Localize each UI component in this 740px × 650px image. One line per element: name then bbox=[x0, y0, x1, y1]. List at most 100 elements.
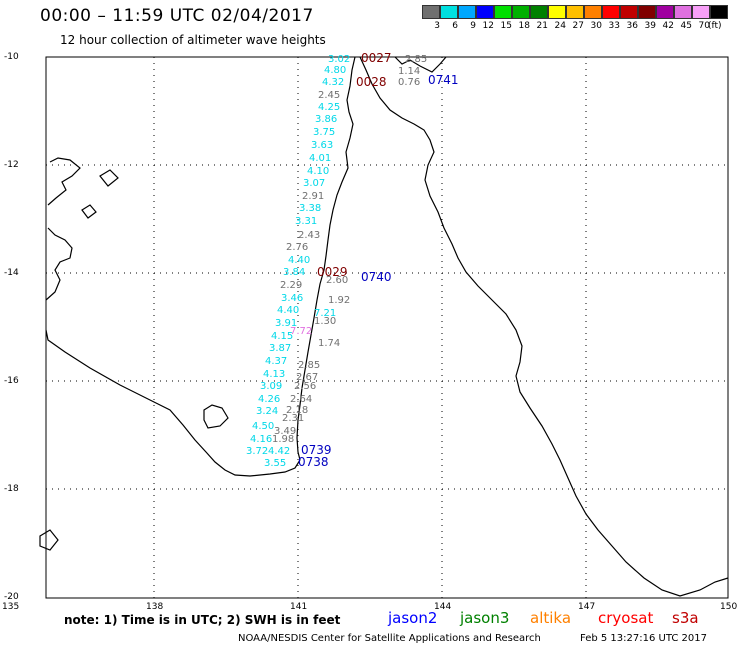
color-scale-label: 3 bbox=[434, 21, 440, 31]
wave-height-label: 1.74 bbox=[318, 338, 340, 349]
color-scale-label: 70 bbox=[698, 21, 710, 31]
color-scale-swatch bbox=[674, 5, 692, 19]
color-scale-swatch bbox=[530, 5, 548, 19]
wave-height-label: 4.80 bbox=[324, 65, 346, 76]
color-scale-swatch bbox=[422, 5, 440, 19]
wave-height-label: 4.01 bbox=[309, 153, 331, 164]
color-scale-swatch bbox=[458, 5, 476, 19]
wave-height-label: 2.18 bbox=[286, 405, 308, 416]
color-scale-unit: (ft) bbox=[708, 21, 722, 31]
wave-height-label: 4.37 bbox=[265, 356, 287, 367]
lat-label: -14 bbox=[4, 268, 19, 278]
color-scale-label: 15 bbox=[500, 21, 512, 31]
legend-s3a: s3a bbox=[672, 609, 699, 627]
wave-height-label: 2.85 bbox=[405, 54, 427, 65]
color-scale-swatch bbox=[548, 5, 566, 19]
color-scale-label: 12 bbox=[482, 21, 494, 31]
color-scale-label: 21 bbox=[536, 21, 548, 31]
color-scale-label: 6 bbox=[452, 21, 458, 31]
wave-height-label: 3.02 bbox=[328, 54, 350, 65]
wave-height-label: 3.46 bbox=[281, 293, 303, 304]
wave-height-label: 2.43 bbox=[298, 230, 320, 241]
wave-height-label: 2.85 bbox=[298, 360, 320, 371]
wave-height-label: 2.29 bbox=[280, 280, 302, 291]
color-scale-swatch bbox=[566, 5, 584, 19]
color-scale-swatch bbox=[710, 5, 728, 19]
track-id-label: 0028 bbox=[356, 75, 387, 89]
color-scale-swatch bbox=[584, 5, 602, 19]
wave-height-label: 4.16 bbox=[250, 434, 272, 445]
wave-height-label: 4.13 bbox=[263, 369, 285, 380]
footer-timestamp: Feb 5 13:27:16 UTC 2017 bbox=[580, 633, 707, 644]
wave-height-label: 3.75 bbox=[313, 127, 335, 138]
color-scale-label: 45 bbox=[680, 21, 692, 31]
track-id-label: 0739 bbox=[301, 443, 332, 457]
wave-height-label: 3.38 bbox=[299, 203, 321, 214]
lat-label: -10 bbox=[4, 52, 19, 62]
legend-jason2: jason2 bbox=[388, 609, 438, 627]
wave-height-label: 4.32 bbox=[322, 77, 344, 88]
lon-label: 150 bbox=[720, 602, 738, 612]
legend-altika: altika bbox=[530, 609, 572, 627]
wave-height-label: 2.91 bbox=[302, 191, 324, 202]
wave-height-points: 3.024.804.32 4.253.86 3.75 3.63 4.01 4.103.07… bbox=[246, 54, 427, 469]
wave-height-label: 4.25 bbox=[318, 102, 340, 113]
wave-height-label: 3.31 bbox=[295, 216, 317, 227]
wave-height-label: 4.40 bbox=[288, 255, 310, 266]
lon-label: 147 bbox=[578, 602, 596, 612]
wave-height-label: 3.09 bbox=[260, 381, 282, 392]
color-scale-swatch bbox=[638, 5, 656, 19]
color-scale-label: 18 bbox=[518, 21, 530, 31]
wave-height-label: 3.63 bbox=[311, 140, 333, 151]
legend-jason3: jason3 bbox=[460, 609, 510, 627]
color-scale-label: 36 bbox=[626, 21, 638, 31]
legend-cryosat: cryosat bbox=[598, 609, 654, 627]
lat-label: -12 bbox=[4, 160, 19, 170]
wave-height-label: 1.14 bbox=[398, 66, 420, 77]
color-scale-swatch bbox=[476, 5, 494, 19]
wave-height-label: 4.40 bbox=[277, 305, 299, 316]
color-scale-label: 39 bbox=[644, 21, 656, 31]
coastline bbox=[39, 56, 729, 597]
track-id-label: 0027 bbox=[361, 51, 392, 65]
lon-label: 138 bbox=[146, 602, 164, 612]
wave-height-label: 1.92 bbox=[328, 295, 350, 306]
wave-height-label: 2.60 bbox=[326, 275, 348, 286]
color-scale-swatch bbox=[512, 5, 530, 19]
wave-height-label: 4.42 bbox=[268, 446, 290, 457]
wave-height-label: 2.45 bbox=[318, 90, 340, 101]
color-scale-label: 9 bbox=[470, 21, 476, 31]
chart-title: 00:00 – 11:59 UTC 02/04/2017 bbox=[40, 6, 314, 26]
color-scale-label: 42 bbox=[662, 21, 674, 31]
color-scale-bar bbox=[422, 5, 728, 19]
lat-label: -16 bbox=[4, 376, 19, 386]
wave-height-label: 1.30 bbox=[314, 316, 336, 327]
lon-label: 141 bbox=[290, 602, 308, 612]
track-id-label: 0738 bbox=[298, 455, 329, 469]
wave-height-label: 4.26 bbox=[258, 394, 280, 405]
wave-height-label: 2.64 bbox=[290, 394, 312, 405]
wave-height-label: 2.31 bbox=[282, 413, 304, 424]
chart-subtitle: 12 hour collection of altimeter wave hei… bbox=[60, 33, 326, 47]
wave-height-label: 3.72 bbox=[246, 446, 268, 457]
wave-height-label: 4.15 bbox=[271, 331, 293, 342]
color-scale-swatch bbox=[692, 5, 710, 19]
wave-height-label: 4.50 bbox=[252, 421, 274, 432]
color-scale-label: 27 bbox=[572, 21, 584, 31]
wave-height-label: 1.98 bbox=[272, 434, 294, 445]
wave-height-label: 3.91 bbox=[275, 318, 297, 329]
wave-height-label: 3.86 bbox=[315, 114, 337, 125]
wave-height-label: 3.84 bbox=[283, 267, 305, 278]
wave-height-label: 0.76 bbox=[398, 77, 420, 88]
track-id-label: 0741 bbox=[428, 73, 459, 87]
color-scale-swatch bbox=[494, 5, 512, 19]
color-scale-swatch bbox=[656, 5, 674, 19]
wave-height-label: 3.55 bbox=[264, 458, 286, 469]
color-scale-label: 30 bbox=[590, 21, 602, 31]
color-scale-label: 24 bbox=[554, 21, 566, 31]
lat-label: -18 bbox=[4, 484, 19, 494]
wave-height-label: 2.67 bbox=[296, 372, 318, 383]
track-id-label: 0029 bbox=[317, 265, 348, 279]
